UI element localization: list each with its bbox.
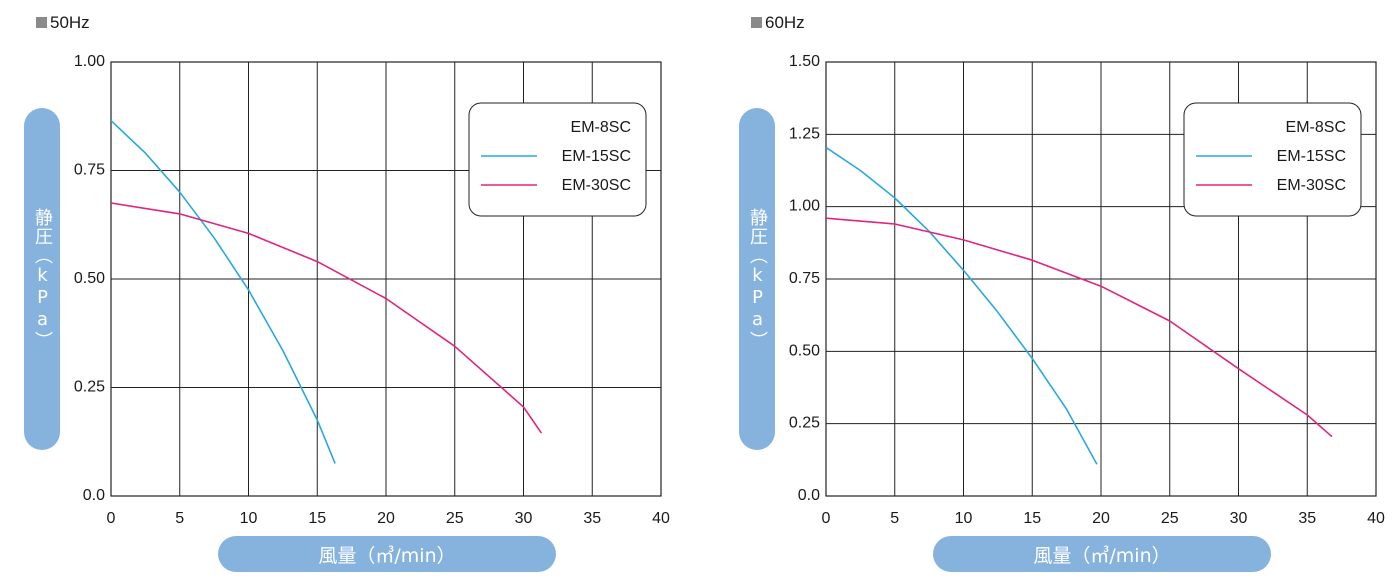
x-axis-label: 風量（㎥/min） bbox=[318, 544, 456, 567]
legend-entry: EM-8SC bbox=[1286, 119, 1346, 136]
y-tick-label: 0.50 bbox=[74, 270, 105, 287]
x-tick-label: 5 bbox=[175, 510, 184, 527]
chart-60hz: 60Hz 静圧（kPa） 0 5 10 15 20 25 30 35 40 0.0 0.25 0.50… bbox=[715, 0, 1398, 585]
y-tick-label: 0.0 bbox=[798, 487, 820, 504]
x-tick-label: 15 bbox=[308, 510, 326, 527]
x-tick-label: 30 bbox=[1230, 510, 1248, 527]
y-tick-label: 1.00 bbox=[74, 53, 105, 70]
x-tick-label: 40 bbox=[1367, 510, 1385, 527]
x-tick-label: 0 bbox=[107, 510, 116, 527]
y-tick-label: 0.25 bbox=[789, 415, 820, 432]
frequency-label: 60Hz bbox=[765, 13, 805, 32]
legend-entry: EM-15SC bbox=[1277, 148, 1346, 165]
x-tick-label: 10 bbox=[955, 510, 973, 527]
legend-entry: EM-30SC bbox=[562, 177, 631, 194]
y-tick-label: 1.25 bbox=[789, 125, 820, 142]
square-bullet-icon bbox=[751, 17, 762, 28]
y-tick-label: 0.75 bbox=[789, 270, 820, 287]
square-bullet-icon bbox=[36, 17, 47, 28]
x-axis-label: 風量（㎥/min） bbox=[1033, 544, 1171, 567]
series-line bbox=[110, 202, 543, 434]
y-tick-label: 0.25 bbox=[74, 379, 105, 396]
x-tick-label: 40 bbox=[652, 510, 670, 527]
frequency-title: 50Hz bbox=[36, 13, 90, 33]
y-axis-label: 静圧（kPa） bbox=[747, 208, 768, 350]
y-tick-label: 0.75 bbox=[74, 162, 105, 179]
y-axis-label-pill: 静圧（kPa） bbox=[739, 108, 775, 450]
plot-area: 0 5 10 15 20 25 30 35 40 0.0 0.25 0.50 0.75 1.00 EM-8S… bbox=[74, 53, 670, 527]
x-tick-label: 20 bbox=[377, 510, 395, 527]
plot-frame bbox=[110, 61, 662, 497]
x-tick-label: 0 bbox=[822, 510, 831, 527]
x-axis-label-pill: 風量（㎥/min） bbox=[218, 536, 556, 572]
y-axis-label-pill: 静圧（kPa） bbox=[24, 108, 60, 450]
y-tick-label: 1.50 bbox=[789, 53, 820, 70]
legend-box bbox=[468, 102, 647, 217]
x-tick-label: 25 bbox=[1161, 510, 1179, 527]
series-line bbox=[825, 146, 1098, 465]
plot-frame bbox=[825, 61, 1377, 497]
legend-entry: EM-8SC bbox=[571, 119, 631, 136]
x-axis-label-pill: 風量（㎥/min） bbox=[933, 536, 1271, 572]
x-tick-label: 5 bbox=[890, 510, 899, 527]
y-axis-label: 静圧（kPa） bbox=[32, 208, 53, 350]
frequency-title: 60Hz bbox=[751, 13, 805, 33]
x-tick-label: 30 bbox=[515, 510, 533, 527]
legend-entry: EM-30SC bbox=[1277, 177, 1346, 194]
series-line bbox=[825, 217, 1333, 438]
y-tick-label: 0.0 bbox=[83, 487, 105, 504]
legend-entry: EM-15SC bbox=[562, 148, 631, 165]
legend-box bbox=[1183, 102, 1362, 217]
y-tick-label: 0.50 bbox=[789, 342, 820, 359]
series-line bbox=[110, 120, 336, 464]
chart-50hz: 50Hz 静圧（kPa） 0 5 10 15 20 25 30 35 40 0.0 0.25 0.50… bbox=[24, 13, 670, 572]
x-tick-label: 15 bbox=[1023, 510, 1041, 527]
x-tick-label: 20 bbox=[1092, 510, 1110, 527]
x-tick-label: 35 bbox=[583, 510, 601, 527]
y-tick-label: 1.00 bbox=[789, 198, 820, 215]
plot-area: 0 5 10 15 20 25 30 35 40 0.0 0.25 0.50 0.75 1.00 1.25 1… bbox=[789, 53, 1385, 527]
x-tick-label: 10 bbox=[240, 510, 258, 527]
x-tick-label: 25 bbox=[446, 510, 464, 527]
frequency-label: 50Hz bbox=[50, 13, 90, 32]
x-tick-label: 35 bbox=[1298, 510, 1316, 527]
